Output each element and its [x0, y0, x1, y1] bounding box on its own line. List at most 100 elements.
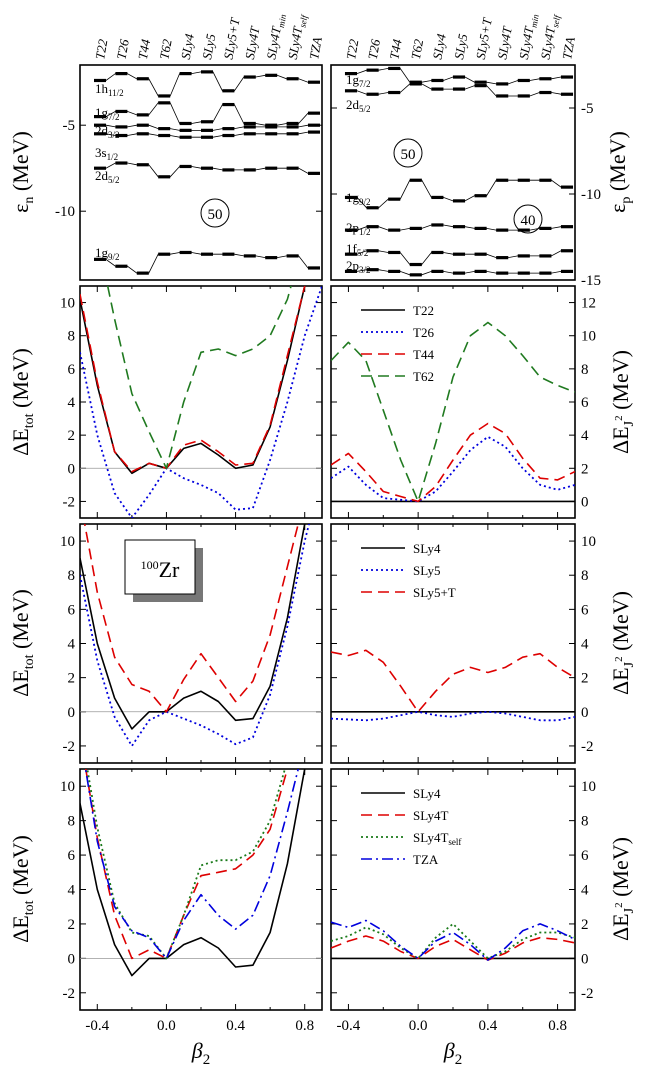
plot-layer	[80, 66, 575, 977]
x-tick-label: 0.4	[226, 1018, 245, 1034]
column-label: T44	[386, 38, 404, 61]
y-tick-label: 12	[581, 296, 596, 312]
y-tick-label: -10	[55, 204, 75, 220]
y-tick-label: 4	[68, 637, 76, 653]
y-tick-label: 2	[68, 671, 76, 687]
y-tick-label: 6	[68, 362, 76, 378]
level-label-1f5-2: 1f5/2	[346, 241, 368, 258]
magic-number-circle	[200, 198, 230, 228]
column-label: SLy4Tself	[285, 12, 310, 61]
x-tick-label: 0.4	[478, 1018, 497, 1034]
y-tick-label: 0	[68, 951, 76, 967]
nucleus-label: 100Zr	[141, 557, 180, 582]
nucleus-label-box	[124, 539, 196, 595]
column-label: SLy5+T	[473, 16, 495, 60]
level-1g9-2-connector	[345, 179, 573, 209]
series-line-t26	[331, 435, 575, 503]
panel-plot-4	[80, 524, 322, 747]
series-line-sly5	[80, 524, 310, 747]
y-tick-label: 2	[68, 428, 76, 444]
legend-label-t44: T44	[413, 347, 434, 362]
panel-plot-1	[344, 66, 574, 277]
series-line-sly4	[80, 524, 306, 730]
y-axis-label-de-j2: ΔEJ2 (MeV)	[608, 350, 637, 454]
magic-number-circle	[513, 204, 543, 234]
y-tick-label: 8	[581, 814, 589, 830]
column-label: SLy4	[178, 32, 197, 60]
y-tick-label: -5	[63, 118, 76, 134]
column-label: SLy5+T	[221, 16, 243, 60]
x-tick-label: 0.0	[409, 1018, 428, 1034]
column-label: SLy4Tself	[538, 12, 563, 61]
panel-frame	[330, 768, 576, 1011]
legend-label-sly4: SLy4	[413, 786, 441, 801]
y-tick-label: 4	[581, 428, 589, 444]
series-line-sly4tself	[331, 923, 575, 960]
panel-plot-3	[331, 321, 575, 503]
y-axis-label-eps-p: εp (MeV)	[605, 131, 634, 213]
column-label: SLy5	[199, 32, 218, 60]
y-tick-label: 0	[68, 705, 76, 721]
legend-label-sly5: SLy5	[413, 563, 440, 578]
y-axis-label-de-j2: ΔEJ2 (MeV)	[608, 837, 637, 941]
x-tick-label: -0.4	[337, 1018, 361, 1034]
legend-label-sly4t: SLy4T	[413, 808, 448, 823]
magic-number-label: 40	[521, 213, 536, 229]
y-tick-label: 2	[68, 917, 76, 933]
y-tick-label: 6	[581, 602, 589, 618]
y-tick-label: 8	[68, 568, 76, 584]
y-tick-label: -2	[63, 494, 76, 510]
y-tick-label: 4	[68, 883, 76, 899]
column-label: SLy4	[430, 32, 449, 60]
column-label: T26	[365, 38, 383, 61]
level-label-2d5-2: 2d5/2	[346, 97, 371, 114]
level-label-3s1-2: 3s1/2	[95, 145, 118, 162]
y-axis-label-eps-n: εn (MeV)	[8, 131, 37, 213]
y-tick-label: 8	[68, 814, 76, 830]
level-label-1g7-2: 1g7/2	[346, 72, 371, 89]
panel-plot-7	[331, 919, 575, 961]
y-tick-label: 4	[581, 637, 589, 653]
panel-frames	[79, 64, 576, 1011]
series-line-sly4tself	[86, 769, 286, 960]
legend-label-t26: T26	[413, 325, 434, 340]
legend-label-t62: T62	[413, 369, 434, 384]
y-tick-label: 8	[581, 362, 589, 378]
column-label: TZA	[559, 36, 578, 61]
level-label-2d3-2: 2d3/2	[95, 123, 120, 140]
x-axis-label-beta: β2	[443, 1038, 462, 1068]
legend-label-sly4: SLy4	[413, 541, 441, 556]
y-tick-label: 6	[68, 848, 76, 864]
column-label: T26	[114, 38, 132, 61]
y-axis-label-de-tot: ΔEtot (MeV)	[8, 348, 37, 456]
panel-frame	[330, 285, 576, 519]
y-axis-label-de-tot: ΔEtot (MeV)	[8, 589, 37, 697]
series-line-sly5	[331, 710, 575, 722]
x-tick-label: -0.4	[85, 1018, 109, 1034]
panel-frame	[79, 523, 323, 764]
column-label: T22	[92, 38, 110, 61]
column-label: T44	[135, 38, 153, 61]
y-tick-label: 10	[60, 779, 75, 795]
x-tick-label: 0.8	[548, 1018, 567, 1034]
y-tick-label: 0	[581, 705, 589, 721]
y-tick-label: 0	[68, 461, 76, 477]
column-label: SLy4Tmin	[516, 12, 541, 61]
magic-number-label: 50	[401, 147, 416, 163]
panel-frame	[79, 64, 323, 281]
y-axis-label-de-tot: ΔEtot (MeV)	[8, 835, 37, 943]
series-line-sly4t	[331, 935, 575, 961]
series-line-t44	[331, 422, 575, 503]
magic-number-label: 50	[208, 207, 223, 223]
y-tick-label: 8	[581, 568, 589, 584]
y-tick-label: 2	[581, 671, 589, 687]
y-tick-label: 6	[581, 395, 589, 411]
y-tick-label: -5	[581, 101, 594, 117]
series-line-sly5-t	[83, 524, 300, 713]
y-tick-label: 10	[581, 534, 596, 550]
y-tick-label: 0	[581, 494, 589, 510]
series-line-t62	[331, 321, 575, 503]
y-tick-label: -2	[581, 986, 594, 1002]
legend-label-sly4tself: SLy4Tself	[413, 830, 461, 847]
